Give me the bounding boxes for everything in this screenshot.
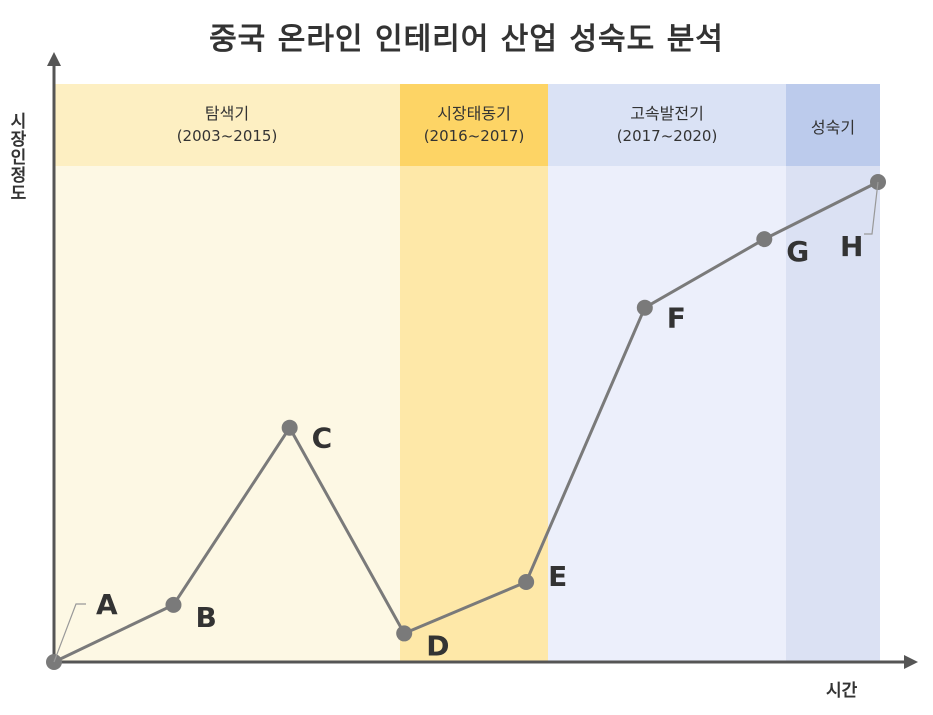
series-line bbox=[53, 180, 879, 664]
phase-name: 성숙기 bbox=[810, 118, 856, 137]
phase-band-header bbox=[786, 84, 880, 166]
phase-name: 탐색기 bbox=[204, 104, 250, 123]
phase-band-header bbox=[400, 84, 548, 166]
data-point-f bbox=[636, 299, 653, 316]
phase-band bbox=[548, 84, 786, 662]
point-labels: A B C D E F G H bbox=[53, 181, 879, 663]
phase-label-emergence: 시장태동기 (2016~2017) bbox=[400, 102, 548, 148]
point-label-h: H bbox=[840, 230, 863, 263]
phase-band bbox=[400, 84, 548, 662]
point-label-g: G bbox=[786, 235, 809, 268]
phase-bands bbox=[54, 84, 880, 662]
x-axis-label: 시간 bbox=[826, 681, 858, 701]
data-point-b bbox=[165, 596, 182, 613]
data-points bbox=[46, 174, 886, 670]
point-label-a: A bbox=[96, 588, 118, 621]
phase-label-exploration: 탐색기 (2003~2015) bbox=[54, 102, 400, 148]
data-point-e bbox=[518, 574, 535, 590]
point-label-e: E bbox=[548, 560, 567, 593]
point-label-f: F bbox=[667, 302, 686, 335]
phase-label-rapid-growth: 고속발전기 (2017~2020) bbox=[548, 102, 786, 148]
phase-years: (2003~2015) bbox=[176, 127, 278, 145]
point-label-d: D bbox=[426, 629, 449, 662]
leader-line-a bbox=[53, 603, 86, 663]
phase-years: (2016~2017) bbox=[423, 127, 525, 145]
leader-line-h bbox=[864, 181, 879, 235]
phase-name: 시장태동기 bbox=[437, 104, 511, 123]
y-axis-label: 시장인정도 bbox=[6, 112, 26, 202]
y-axis-arrow bbox=[47, 52, 61, 66]
phase-band bbox=[786, 84, 880, 662]
phase-years: (2017~2020) bbox=[616, 127, 718, 145]
point-label-b: B bbox=[195, 601, 216, 634]
series-polyline bbox=[53, 180, 879, 664]
axes bbox=[47, 52, 918, 669]
phase-band-header bbox=[54, 84, 400, 166]
point-label-c: C bbox=[312, 422, 333, 455]
x-axis-arrow bbox=[904, 655, 918, 669]
data-point-g bbox=[756, 231, 773, 248]
phase-label-maturity: 성숙기 bbox=[786, 116, 880, 139]
phase-band-header bbox=[548, 84, 786, 166]
phase-band bbox=[54, 84, 400, 662]
chart-title: 중국 온라인 인테리어 산업 성숙도 분석 bbox=[209, 22, 724, 57]
data-point-c bbox=[281, 419, 298, 436]
data-point-d bbox=[396, 625, 413, 642]
phase-name: 고속발전기 bbox=[630, 104, 704, 123]
